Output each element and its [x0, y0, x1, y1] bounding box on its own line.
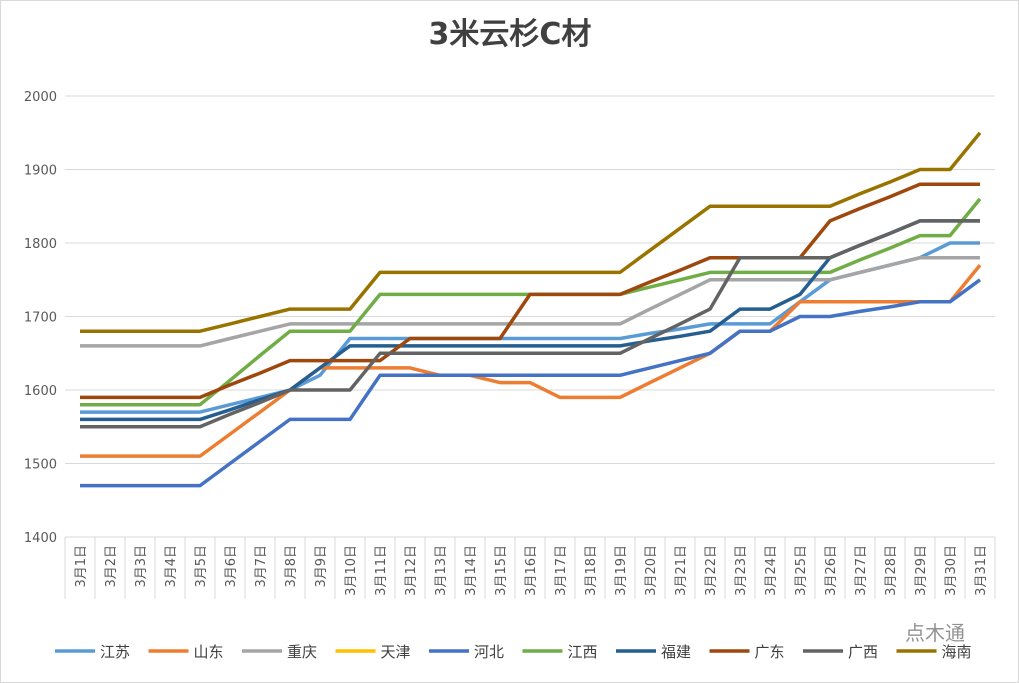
x-tick-label: 3月12日: [404, 545, 419, 596]
y-tick-label: 1600: [24, 384, 57, 399]
y-tick-label: 1700: [24, 311, 57, 326]
legend-label: 江西: [568, 643, 598, 661]
y-tick-label: 1800: [24, 237, 57, 252]
x-tick-label: 3月28日: [884, 545, 899, 596]
x-tick-label: 3月1日: [74, 545, 89, 588]
x-tick-label: 3月2日: [104, 545, 119, 588]
x-tick-label: 3月6日: [224, 545, 239, 588]
legend-label: 广西: [848, 643, 878, 661]
x-tick-label: 3月8日: [284, 545, 299, 588]
x-tick-label: 3月31日: [974, 545, 989, 596]
x-tick-label: 3月5日: [194, 545, 209, 588]
series-line: [80, 131, 982, 333]
series-line: [80, 278, 982, 488]
x-tick-label: 3月20日: [644, 545, 659, 596]
chart-title: 3米云杉C材: [429, 17, 592, 52]
legend-label: 广东: [755, 643, 785, 661]
x-tick-label: 3月21日: [674, 545, 689, 596]
x-tick-label: 3月22日: [704, 545, 719, 596]
x-tick-label: 3月26日: [824, 545, 839, 596]
x-tick-label: 3月10日: [344, 545, 359, 596]
x-tick-label: 3月14日: [464, 545, 479, 596]
x-tick-label: 3月4日: [164, 545, 179, 588]
x-tick-label: 3月11日: [374, 545, 389, 596]
y-tick-label: 2000: [24, 90, 57, 105]
x-tick-label: 3月18日: [584, 545, 599, 596]
x-tick-label: 3月24日: [764, 545, 779, 596]
x-tick-label: 3月19日: [614, 545, 629, 596]
legend-label: 河北: [474, 643, 504, 661]
x-tick-label: 3月15日: [494, 545, 509, 596]
x-tick-label: 3月3日: [134, 545, 149, 588]
x-tick-label: 3月30日: [944, 545, 959, 596]
y-tick-label: 1400: [24, 531, 57, 546]
x-tick-label: 3月23日: [734, 545, 749, 596]
legend-label: 天津: [381, 643, 411, 661]
x-tick-label: 3月27日: [854, 545, 869, 596]
series-line: [80, 255, 980, 348]
legend-label: 福建: [661, 643, 691, 661]
series-line: [80, 182, 980, 400]
legend-label: 江苏: [100, 643, 130, 661]
x-tick-label: 3月29日: [914, 545, 929, 596]
series-line: [80, 219, 980, 429]
x-tick-label: 3月9日: [314, 545, 329, 588]
series-line: [80, 263, 982, 458]
x-tick-label: 3月16日: [524, 545, 539, 596]
x-tick-label: 3月17日: [554, 545, 569, 596]
x-tick-label: 3月7日: [254, 545, 269, 588]
legend-label: 海南: [942, 643, 972, 661]
y-tick-label: 1500: [24, 458, 57, 473]
legend-label: 山东: [194, 643, 224, 661]
y-tick-label: 1900: [24, 164, 57, 179]
x-tick-label: 3月25日: [794, 545, 809, 596]
watermark: 点木通: [905, 621, 965, 645]
x-tick-label: 3月13日: [434, 545, 449, 596]
legend-label: 重庆: [287, 643, 317, 661]
